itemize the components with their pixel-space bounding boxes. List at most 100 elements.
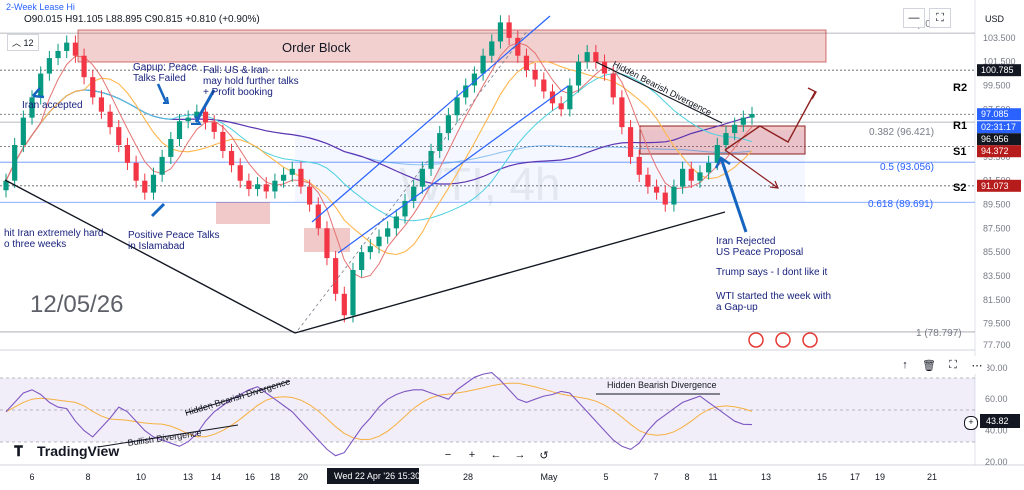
scroll-controls: − + ← → ↺ <box>438 446 554 464</box>
time-tick-label: 16 <box>245 472 255 482</box>
candle-body <box>168 139 174 157</box>
candle-body <box>72 42 78 56</box>
price-tag <box>977 64 1021 77</box>
resistance-zone <box>639 125 806 155</box>
candle-body <box>194 111 200 118</box>
price-tick-label: 79.500 <box>983 319 1011 329</box>
rsi-value: 43.82 <box>986 416 1009 426</box>
candle-body <box>463 85 469 98</box>
candle-body <box>237 165 243 181</box>
iran-rejected-label: Iran Rejected US Peace Proposal <box>716 236 803 258</box>
price-tag <box>977 133 1021 146</box>
candle-body <box>419 168 425 187</box>
event-icon[interactable] <box>802 332 818 348</box>
event-icon[interactable] <box>748 332 764 348</box>
candle-body <box>12 145 18 181</box>
delete-icon[interactable]: 🗑 <box>919 356 939 374</box>
candle-body <box>289 168 295 175</box>
channel-lower <box>337 85 569 254</box>
event-icon[interactable] <box>775 332 791 348</box>
candle-body <box>610 73 616 98</box>
zoom-in-icon[interactable]: + <box>462 446 482 464</box>
candle-body <box>532 70 538 80</box>
tradingview-logo: TradingView <box>37 443 119 459</box>
candle-body <box>159 156 165 175</box>
candle-body <box>567 85 573 110</box>
candle-body <box>38 73 44 98</box>
chart-background <box>0 0 975 490</box>
candle-body <box>723 133 729 145</box>
r1-label: R1 <box>953 120 967 132</box>
time-tick-label: 14 <box>211 472 221 482</box>
minimize-icon[interactable]: — <box>903 8 925 28</box>
collapse-indicators-button[interactable]: ︿ 12 <box>7 34 39 51</box>
rsi-line <box>5 372 753 457</box>
price-tag-label: 100.785 <box>981 65 1014 75</box>
wti-gap-label: WTI started the week with a Gap-up <box>716 291 831 313</box>
more-icon[interactable]: ⋯ <box>967 356 987 374</box>
candle-body <box>411 186 417 201</box>
price-tag-label: 94.372 <box>981 146 1009 156</box>
candle-body <box>263 184 269 192</box>
candle-body <box>680 168 686 187</box>
reset-icon[interactable]: ↺ <box>534 446 554 464</box>
candle-body <box>81 55 87 78</box>
time-tick-label: 13 <box>183 472 193 482</box>
time-tick-label: May <box>540 472 558 482</box>
candle-body <box>671 186 677 205</box>
price-tags: 100.785 97.085 02:31:17 96.956 94.372 91.073 <box>977 64 1021 192</box>
zoom-out-icon[interactable]: − <box>438 446 458 464</box>
candle-body <box>350 270 356 316</box>
symbol-watermark: WTI, 4h <box>399 158 560 210</box>
candle-body <box>714 145 720 163</box>
s1-label: S1 <box>953 146 966 158</box>
currency-label[interactable]: USD <box>985 14 1005 24</box>
fib-618-label: 0.618 (89.691) <box>868 199 933 210</box>
candle-body <box>541 79 547 92</box>
price-tag-label: 97.085 <box>981 109 1009 119</box>
level-lines <box>0 32 975 333</box>
candle-body <box>3 180 9 191</box>
add-alert-icon[interactable]: + <box>964 416 978 430</box>
pane-controls: ↑ 🗑 ⛶ ⋯ <box>895 356 987 374</box>
time-tick-label: 8 <box>684 472 689 482</box>
price-tick-label: 87.500 <box>983 223 1011 233</box>
event-icons[interactable] <box>748 332 818 348</box>
candle-body <box>740 117 746 125</box>
candle-body <box>706 162 712 173</box>
candle-body <box>333 258 339 294</box>
maximize-pane-icon[interactable]: ⛶ <box>943 356 963 374</box>
bearish-projection <box>724 149 779 189</box>
move-up-icon[interactable]: ↑ <box>895 356 915 374</box>
candle-body <box>107 111 113 128</box>
candle-body <box>385 228 391 237</box>
candle-body <box>749 114 755 118</box>
candle-body <box>584 52 590 62</box>
candle-body <box>324 228 330 259</box>
chevron-up-icon: ︿ <box>12 38 22 48</box>
price-tag-label: 96.956 <box>981 134 1009 144</box>
candle-body <box>506 22 512 38</box>
candle-body <box>662 192 668 205</box>
tradingview-logo-mark: 𝐓 <box>14 443 23 459</box>
maximize-icon[interactable]: ⛶ <box>929 8 951 28</box>
price-tag-label: 02:31:17 <box>981 122 1016 132</box>
candle-body <box>220 131 226 151</box>
candle-body <box>636 156 642 175</box>
time-tick-label: 19 <box>875 472 885 482</box>
rsi-hidden-bearish-right: Hidden Bearish Divergence <box>607 380 717 390</box>
candle-body <box>98 97 105 112</box>
price-tick-label: 89.500 <box>983 200 1011 210</box>
scroll-right-icon[interactable]: → <box>510 446 530 464</box>
candle-body <box>254 184 261 190</box>
indicator-legend[interactable]: 2-Week Lease Hi <box>6 2 75 12</box>
candle-body <box>29 97 35 118</box>
bullish-projection <box>724 91 816 151</box>
trendline-up <box>294 211 726 334</box>
time-tick-label: 18 <box>270 472 280 482</box>
scroll-left-icon[interactable]: ← <box>486 446 506 464</box>
candle-body <box>627 127 634 157</box>
candle-body <box>272 180 278 192</box>
candle-body <box>202 111 209 123</box>
